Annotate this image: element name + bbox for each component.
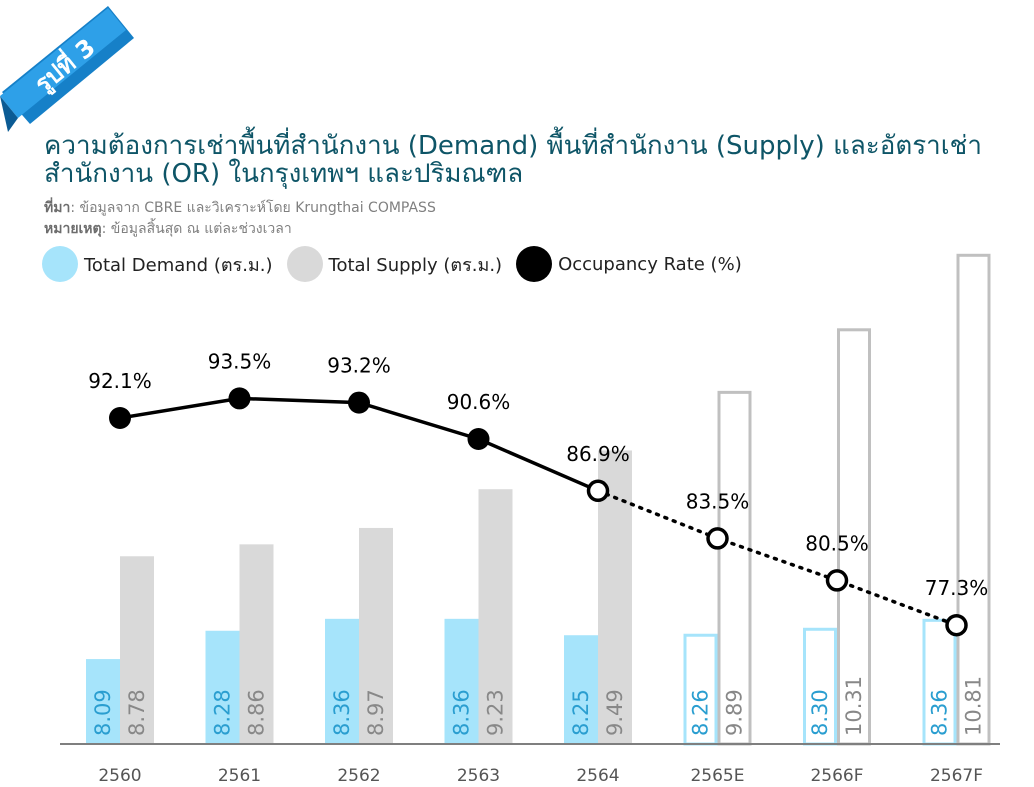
occupancy-value-label: 80.5% bbox=[805, 531, 869, 555]
occupancy-point bbox=[109, 407, 131, 429]
legend-label-supply: Total Supply (ตร.ม.) bbox=[328, 254, 503, 276]
remark-note: หมายเหตุ: ข้อมูลสิ้นสุด ณ แต่ละช่วงเวลา bbox=[44, 218, 292, 240]
x-tick-label: 2564 bbox=[576, 766, 619, 786]
supply-bar-2563 bbox=[478, 489, 513, 744]
supply-value-label: 8.78 bbox=[125, 689, 149, 736]
occupancy-point bbox=[348, 391, 370, 414]
occupancy-point bbox=[228, 387, 251, 410]
occupancy-point bbox=[706, 527, 729, 550]
title-line-2: สำนักงาน (OR) ในกรุงเทพฯ และปริมณฑล bbox=[44, 159, 524, 189]
supply-bar-2566F bbox=[837, 328, 871, 746]
legend-swatch-supply bbox=[286, 246, 323, 282]
x-tick-label: 2563 bbox=[457, 766, 500, 786]
occupancy-line-forecast bbox=[596, 489, 959, 627]
demand-value-label: 8.25 bbox=[569, 689, 593, 736]
demand-bar-2566F bbox=[803, 627, 837, 746]
source-label: ที่มา bbox=[44, 200, 71, 216]
source-text: : ข้อมูลจาก CBRE และวิเคราะห์โดย Krungth… bbox=[70, 200, 436, 216]
occupancy-value-label: 86.9% bbox=[566, 442, 630, 466]
demand-bar-2560 bbox=[86, 659, 120, 744]
source-note: ที่มา: ข้อมูลจาก CBRE และวิเคราะห์โดย Kr… bbox=[44, 197, 436, 219]
supply-bar-2560 bbox=[120, 556, 154, 744]
legend-swatch-demand bbox=[42, 246, 78, 282]
demand-value-label: 8.26 bbox=[689, 689, 713, 736]
chart-title: ความต้องการเช่าพื้นที่สำนักงาน (Demand) … bbox=[44, 132, 1004, 188]
supply-value-label: 9.23 bbox=[484, 689, 508, 736]
occupancy-value-label: 92.1% bbox=[88, 369, 152, 393]
demand-value-label: 8.28 bbox=[211, 689, 235, 736]
x-tick-label: 2560 bbox=[98, 766, 141, 786]
occupancy-value-label: 83.5% bbox=[686, 489, 750, 513]
demand-value-label: 8.36 bbox=[928, 689, 952, 736]
legend-item-occupancy: Occupancy Rate (%) bbox=[516, 246, 742, 282]
demand-bar-2565E bbox=[683, 633, 718, 746]
x-tick-label: 2565E bbox=[690, 766, 744, 786]
x-tick-label: 2562 bbox=[337, 766, 380, 786]
legend-label-occupancy: Occupancy Rate (%) bbox=[558, 253, 742, 275]
demand-value-label: 8.30 bbox=[808, 689, 832, 736]
figure-badge: รูปที่ 3 bbox=[0, 6, 134, 132]
note-text: : ข้อมูลสิ้นสุด ณ แต่ละช่วงเวลา bbox=[101, 221, 292, 237]
supply-value-label: 9.49 bbox=[603, 689, 627, 736]
demand-value-label: 8.09 bbox=[91, 689, 115, 736]
demand-bar-2562 bbox=[325, 618, 359, 744]
legend-label-demand: Total Demand (ตร.ม.) bbox=[84, 254, 273, 276]
supply-value-label: 9.89 bbox=[723, 689, 747, 736]
supply-bar-2561 bbox=[239, 544, 274, 744]
x-tick-label: 2566F bbox=[810, 766, 863, 786]
occupancy-value-label: 93.5% bbox=[208, 349, 272, 373]
supply-bar-2567F bbox=[956, 253, 991, 746]
supply-value-label: 10.81 bbox=[962, 676, 986, 736]
legend-item-supply: Total Supply (ตร.ม.) bbox=[286, 246, 503, 282]
x-tick-label: 2561 bbox=[218, 766, 261, 786]
occupancy-point bbox=[945, 613, 968, 637]
demand-bar-2564 bbox=[564, 635, 598, 744]
x-tick-label: 2567F bbox=[930, 766, 983, 786]
title-line-1: ความต้องการเช่าพื้นที่สำนักงาน (Demand) … bbox=[44, 131, 982, 161]
demand-bar-2563 bbox=[444, 618, 479, 744]
supply-value-label: 8.97 bbox=[364, 689, 388, 736]
occupancy-value-label: 77.3% bbox=[925, 576, 989, 600]
occupancy-point bbox=[825, 569, 849, 592]
occupancy-point bbox=[586, 479, 610, 503]
occupancy-value-label: 90.6% bbox=[447, 390, 511, 414]
demand-value-label: 8.36 bbox=[450, 689, 474, 736]
chart-legend: Total Demand (ตร.ม.) Total Supply (ตร.ม.… bbox=[42, 246, 756, 282]
supply-value-label: 8.86 bbox=[245, 689, 269, 736]
occupancy-value-label: 93.2% bbox=[327, 354, 391, 378]
occupancy-point bbox=[467, 428, 490, 450]
demand-bar-2561 bbox=[205, 630, 240, 744]
supply-value-label: 10.31 bbox=[842, 676, 866, 736]
note-label: หมายเหตุ bbox=[44, 221, 102, 237]
demand-value-label: 8.36 bbox=[330, 689, 354, 736]
legend-item-demand: Total Demand (ตร.ม.) bbox=[42, 246, 273, 282]
supply-bar-2562 bbox=[359, 527, 393, 744]
legend-swatch-occupancy bbox=[516, 246, 553, 282]
